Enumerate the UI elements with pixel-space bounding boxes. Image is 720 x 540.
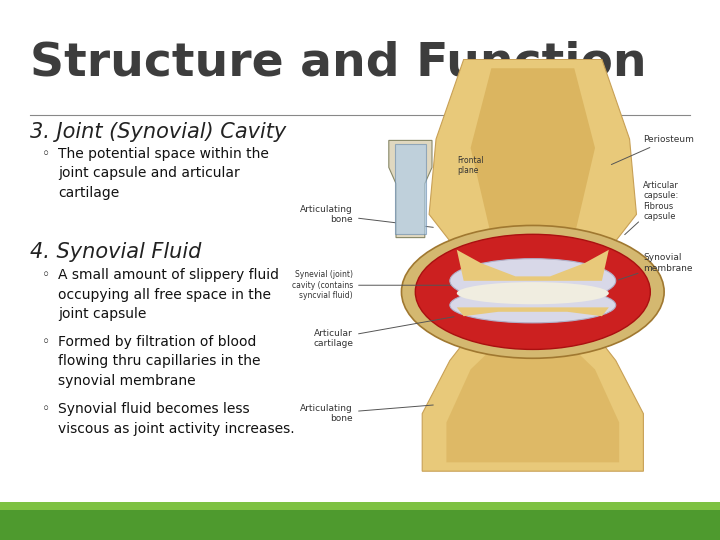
- Text: The potential space within the
joint capsule and articular
cartilage: The potential space within the joint cap…: [58, 147, 269, 200]
- Text: Synovial
membrane: Synovial membrane: [618, 253, 693, 280]
- Text: Articulating
bone: Articulating bone: [300, 404, 433, 423]
- Text: Structure and Function: Structure and Function: [30, 40, 647, 85]
- Text: A small amount of slippery fluid
occupying all free space in the
joint capsule: A small amount of slippery fluid occupyi…: [58, 268, 279, 321]
- Bar: [395, 144, 426, 234]
- Text: 4. Synovial Fluid: 4. Synovial Fluid: [30, 242, 202, 262]
- Polygon shape: [446, 334, 619, 462]
- Text: Frontal
plane: Frontal plane: [457, 156, 484, 175]
- Text: Articular
capsule:
Fibrous
capsule: Articular capsule: Fibrous capsule: [625, 181, 679, 235]
- Polygon shape: [456, 307, 609, 316]
- Text: Articular
cartilage: Articular cartilage: [313, 317, 454, 348]
- Text: Synovial fluid becomes less
viscous as joint activity increases.: Synovial fluid becomes less viscous as j…: [58, 402, 294, 435]
- Polygon shape: [471, 68, 595, 259]
- Text: Formed by filtration of blood
flowing thru capillaries in the
synovial membrane: Formed by filtration of blood flowing th…: [58, 335, 261, 388]
- Polygon shape: [429, 59, 636, 285]
- Text: Articulating
bone: Articulating bone: [300, 205, 433, 227]
- Ellipse shape: [402, 226, 664, 359]
- Bar: [0, 502, 720, 540]
- Text: Periosteum: Periosteum: [611, 134, 694, 165]
- Bar: [0, 502, 720, 510]
- Ellipse shape: [456, 282, 609, 304]
- Text: Synevial (joint)
cavity (contains
syncvial fluid): Synevial (joint) cavity (contains syncvi…: [292, 271, 454, 300]
- Text: ◦: ◦: [42, 402, 50, 416]
- Polygon shape: [389, 140, 432, 238]
- Ellipse shape: [450, 259, 616, 303]
- Polygon shape: [422, 312, 644, 471]
- Text: 3. Joint (Synovial) Cavity: 3. Joint (Synovial) Cavity: [30, 122, 287, 142]
- Ellipse shape: [415, 234, 650, 349]
- Ellipse shape: [450, 287, 616, 323]
- Text: ◦: ◦: [42, 268, 50, 282]
- Polygon shape: [456, 250, 609, 281]
- Text: ◦: ◦: [42, 335, 50, 349]
- Text: ◦: ◦: [42, 147, 50, 161]
